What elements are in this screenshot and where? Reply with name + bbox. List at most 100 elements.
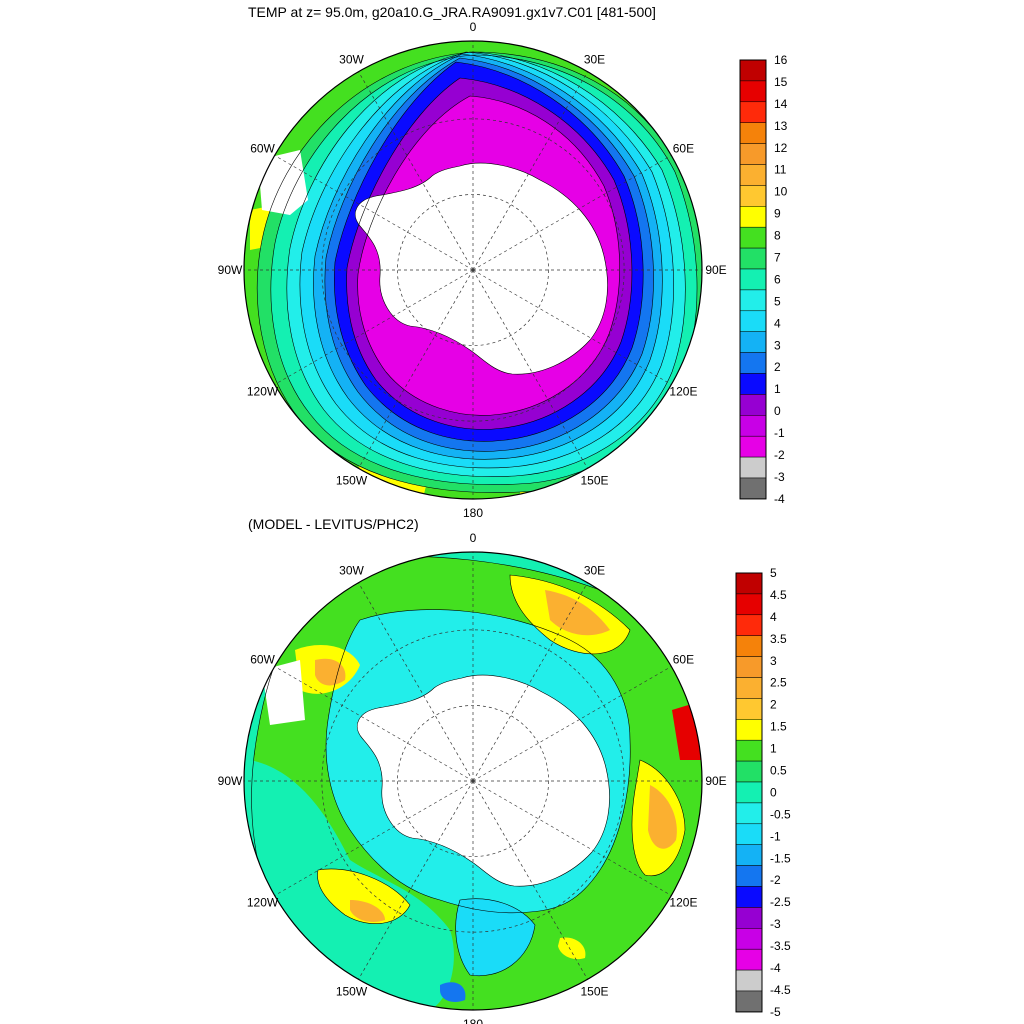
top-longitude-label: 150E	[580, 473, 608, 487]
bot-longitude-label: 90W	[218, 774, 243, 788]
bottom-colorbar-swatch	[735, 698, 763, 720]
top-longitude-label: 0	[470, 20, 477, 34]
bot-meridian-60	[472, 666, 672, 782]
bot-meridian-30	[472, 582, 588, 782]
bottom-colorbar-swatch	[735, 990, 763, 1013]
bot-meridian-240	[274, 780, 474, 896]
bottom-hot-patch-135w	[350, 900, 385, 922]
bottom-colorbar-swatch	[735, 593, 763, 616]
top-colorbar-swatch	[739, 185, 767, 207]
bottom-colorbar-swatch	[735, 948, 763, 971]
top-latitude-circle-1	[397, 194, 549, 346]
bot-meridian-210	[358, 780, 474, 980]
bottom-hot-patch-100e	[648, 785, 677, 849]
top-colorbar-label: -3	[774, 470, 785, 484]
top-colorbar-swatch	[739, 206, 767, 228]
top-colorbar-swatch	[739, 415, 767, 437]
bottom-longitude-labels: 0 30E 60E 90E 120E 150E 180 150W 120W 90W 60W 30W	[218, 531, 727, 1024]
top-longitude-label: 120W	[247, 385, 279, 399]
bottom-colorbar-label: -5	[770, 1005, 781, 1019]
top-colorbar-swatch	[739, 310, 767, 332]
bot-longitude-label: 150E	[580, 984, 608, 998]
top-longitude-label: 90W	[218, 263, 243, 277]
top-colorbar-swatch	[739, 289, 767, 312]
top-graticule	[244, 41, 702, 499]
bottom-colorbar-label: -2	[770, 873, 781, 887]
bottom-south-america-land	[262, 660, 305, 725]
bottom-graticule	[244, 552, 702, 1010]
top-colorbar-swatch	[739, 80, 767, 103]
bottom-hot-patch-30e	[545, 590, 610, 636]
bottom-colorbar-label: -2.5	[770, 895, 791, 909]
bottom-colorbar-label: -4.5	[770, 983, 791, 997]
bottom-colorbar-label: 3.5	[770, 632, 787, 646]
top-colorbar-label: 15	[774, 75, 788, 89]
bottom-colorbar-label: -1	[770, 829, 781, 843]
bottom-cold-patch-180	[440, 982, 466, 1002]
top-colorbar-label: 7	[774, 251, 781, 265]
bottom-colorbar-label: 1.5	[770, 720, 787, 734]
bot-latitude-circle-1	[397, 705, 549, 857]
bottom-colorbar-swatch	[735, 865, 763, 887]
bottom-antarctica-land	[357, 675, 610, 887]
top-longitude-label: 150W	[336, 473, 368, 487]
top-colorbar-label: 13	[774, 119, 788, 133]
top-colorbar-swatch	[739, 435, 767, 458]
top-meridian-210	[358, 269, 474, 469]
bot-meridian-300	[274, 666, 474, 782]
top-colorbar-label: 8	[774, 229, 781, 243]
bottom-colorbar-swatch	[735, 656, 763, 678]
top-colorbar-label: 12	[774, 141, 788, 155]
bot-meridian-150	[472, 780, 588, 980]
bottom-cold-region-180	[455, 898, 535, 976]
top-meridian-30	[472, 71, 588, 271]
top-longitude-label: 180	[463, 506, 483, 520]
top-colorbar-swatch	[739, 268, 767, 291]
bot-longitude-label: 120W	[247, 896, 279, 910]
bottom-colorbar-swatch	[735, 739, 763, 762]
bottom-colorbar-label: 5	[770, 566, 777, 580]
top-meridian-330	[358, 71, 474, 271]
top-longitude-label: 90E	[705, 263, 726, 277]
bottom-colorbar-swatch	[735, 969, 763, 992]
top-longitude-label: 60E	[673, 142, 694, 156]
bottom-colorbar-label: -0.5	[770, 807, 791, 821]
top-africa-edge-land	[685, 120, 702, 200]
top-map-border	[243, 40, 703, 500]
bottom-colorbar-label: 3	[770, 654, 777, 668]
top-colorbar-label: 9	[774, 207, 781, 221]
bot-longitude-label: 60W	[250, 653, 275, 667]
top-meridian-150	[472, 269, 588, 469]
bottom-colorbar-label: 2	[770, 698, 777, 712]
top-colorbar-label: 0	[774, 404, 781, 418]
bottom-colorbar-label: -1.5	[770, 851, 791, 865]
top-colorbar-label: 5	[774, 294, 781, 308]
bot-meridian-120	[472, 780, 672, 896]
top-colorbar-label: 1	[774, 382, 781, 396]
top-longitude-labels: 0 30E 60E 90E 120E 150E 180 150W 120W 90W 60W 30W	[218, 20, 727, 520]
top-colorbar-swatch	[739, 247, 767, 270]
bottom-colorbar-swatch	[735, 781, 763, 804]
bottom-colorbar-label: -4	[770, 961, 781, 975]
bottom-colorbar-label: -3	[770, 917, 781, 931]
top-colorbar-label: 14	[774, 97, 788, 111]
top-colorbar-swatch	[739, 101, 767, 123]
top-colorbar-swatch	[739, 394, 767, 416]
bottom-colorbar-label: 0	[770, 785, 777, 799]
bottom-hot-patch-60w	[315, 658, 346, 686]
bottom-colorbar-swatch	[735, 928, 763, 950]
bottom-colorbar-swatch	[735, 677, 763, 699]
top-temperature-map: 0 30E 60E 90E 120E 150E 180 150W 120W 90W 60W 30W	[218, 20, 727, 520]
top-colorbar-swatch	[739, 122, 767, 144]
top-colorbar-label: 3	[774, 338, 781, 352]
top-colorbar-label: 11	[774, 163, 787, 177]
bot-meridian-330	[358, 582, 474, 782]
top-colorbar-label: 16	[774, 53, 788, 67]
bot-longitude-label: 150W	[336, 984, 368, 998]
top-colorbar-swatch	[739, 164, 767, 186]
bottom-map-border	[243, 551, 703, 1011]
bottom-colorbar-swatch	[735, 760, 763, 783]
bottom-anomaly-map: 0 30E 60E 90E 120E 150E 180 150W 120W 90W 60W 30W	[218, 531, 727, 1024]
